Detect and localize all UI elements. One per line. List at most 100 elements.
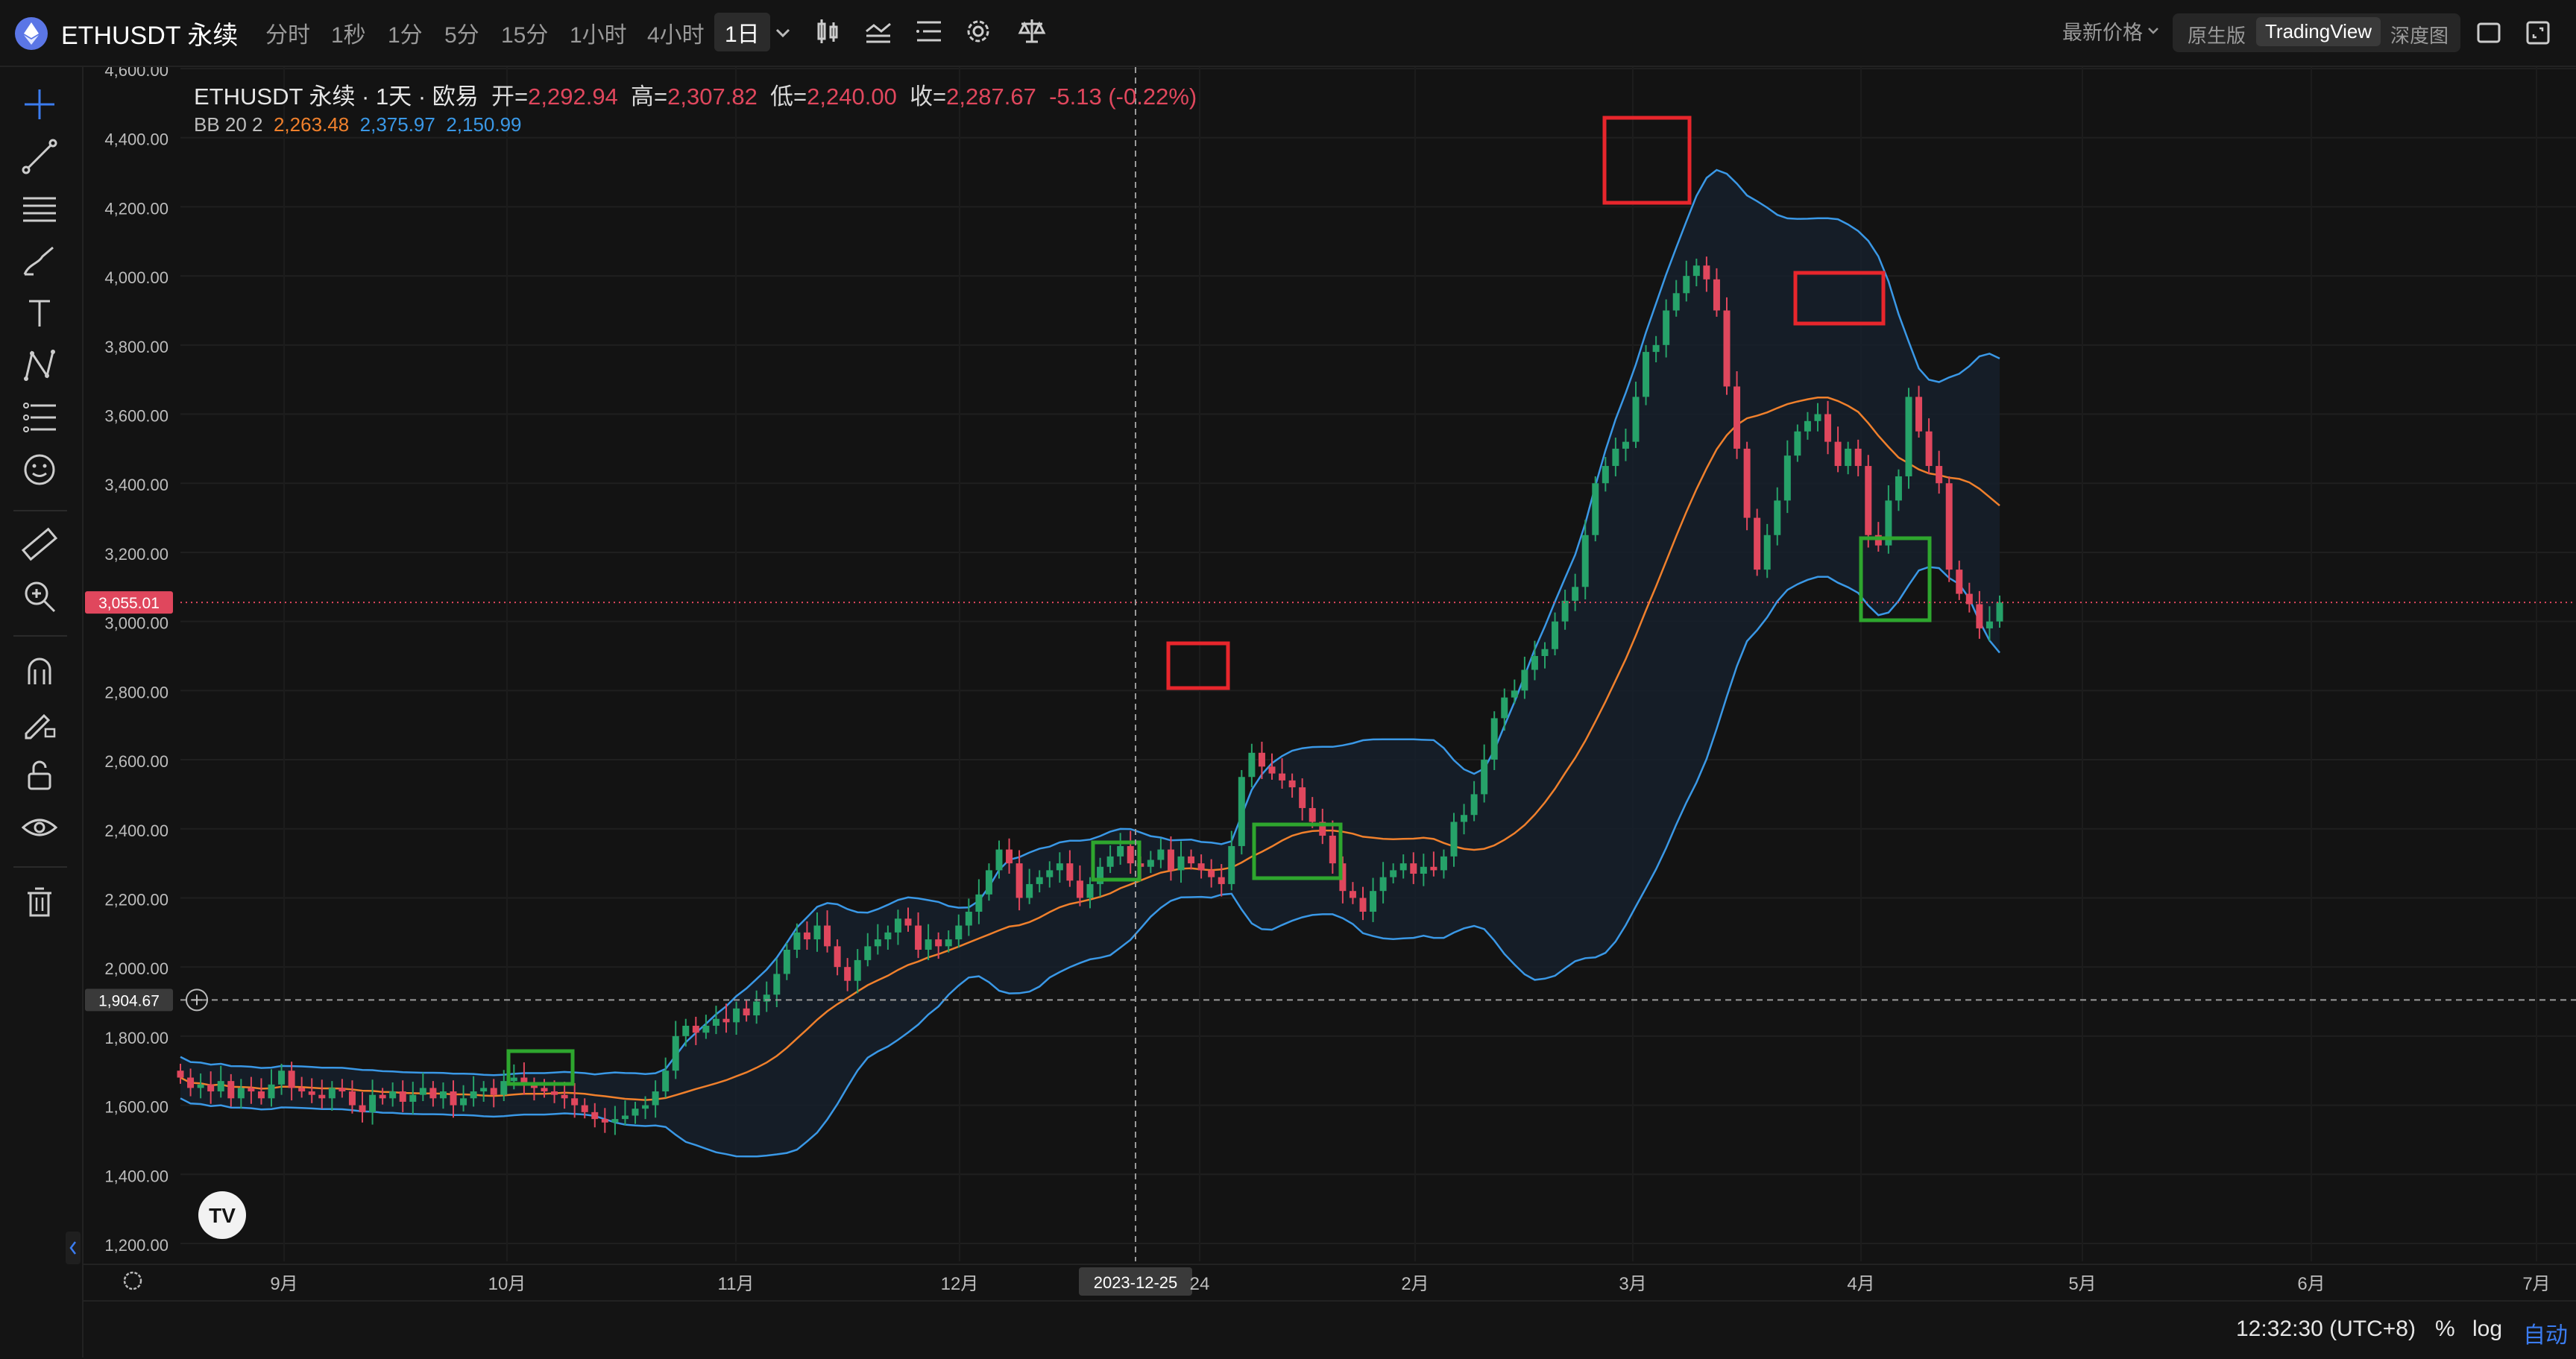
view-depth[interactable]: 深度图 [2390, 25, 2449, 47]
menu-list-icon[interactable] [914, 16, 944, 46]
log-toggle[interactable]: log [2472, 1317, 2503, 1341]
text-icon[interactable] [20, 294, 59, 332]
timeframe-tick[interactable]: 分时 [265, 23, 310, 48]
time-tick-label: 24 [1190, 1274, 1210, 1294]
view-native[interactable]: 原生版 [2188, 25, 2246, 47]
candle-body [1015, 863, 1023, 898]
candle-body [844, 967, 851, 981]
price-tick-label: 4,200.00 [104, 199, 169, 218]
candle-body [510, 1077, 517, 1082]
candle-body [1066, 863, 1074, 881]
chevron-down-icon[interactable] [2146, 24, 2161, 39]
crosshair-icon[interactable] [20, 85, 59, 124]
bb-legend[interactable]: BB 20 2 2,263.48 2,375.97 2,150.99 [194, 113, 522, 136]
window-icon[interactable] [2475, 19, 2502, 46]
trash-icon[interactable] [20, 883, 59, 921]
candle-body [783, 950, 790, 974]
candle-body [1208, 870, 1215, 877]
candle-body [1804, 420, 1811, 432]
candle-body [1895, 476, 1902, 501]
price-tick-label: 2,200.00 [104, 890, 169, 909]
candle-body [753, 1001, 760, 1016]
candle-body [824, 925, 831, 947]
candle-body [1248, 752, 1256, 778]
candle-body [460, 1098, 467, 1106]
candle-body [1288, 780, 1296, 788]
candle-body [288, 1071, 295, 1088]
ohlc-legend: ETHUSDT 永续 · 1天 · 欧易 开=2,292.94 高=2,307.… [194, 78, 1197, 111]
pencil-lock-icon[interactable] [20, 704, 59, 742]
eye-icon[interactable] [20, 808, 59, 847]
indicators-icon[interactable] [863, 16, 893, 46]
clock[interactable]: 12:32:30 (UTC+8) [2236, 1317, 2416, 1341]
candle-body [692, 1025, 699, 1033]
candle-body [1976, 604, 1983, 628]
collapse-toolbar-icon[interactable] [66, 1232, 81, 1264]
highlight-box [1793, 271, 1886, 326]
candle-body [642, 1105, 649, 1109]
candle-body [702, 1025, 710, 1033]
timeframe-5m[interactable]: 5分 [444, 23, 479, 48]
candle-body [561, 1094, 568, 1099]
timeframe-4h[interactable]: 4小时 [647, 23, 705, 48]
candle-type-icon[interactable] [813, 16, 843, 46]
close-label: 收= [910, 83, 947, 110]
candle-body [1905, 397, 1912, 476]
magnet-icon[interactable] [20, 652, 59, 690]
legend-title: ETHUSDT 永续 · 1天 · 欧易 [194, 83, 479, 110]
candle-body [1299, 787, 1306, 808]
candle-body [1370, 891, 1377, 912]
trend-line-icon[interactable] [20, 137, 59, 176]
fib-levels-icon[interactable] [20, 398, 59, 437]
horizontal-lines-icon[interactable] [20, 189, 59, 228]
brush-icon[interactable] [20, 242, 59, 280]
bb-lower-line [180, 566, 2000, 1158]
candle-body [1763, 535, 1771, 570]
timeframe-1h[interactable]: 1小时 [570, 23, 627, 48]
ruler-icon[interactable] [20, 525, 59, 564]
pattern-icon[interactable] [20, 346, 59, 385]
candle-body [450, 1091, 457, 1106]
candle-body [672, 1035, 679, 1071]
bb-fill [180, 170, 2000, 1157]
candle-body [1885, 500, 1892, 546]
percent-toggle[interactable]: % [2435, 1317, 2455, 1341]
auto-toggle[interactable]: 自动 [2523, 1323, 2568, 1348]
candle-body [1643, 352, 1650, 397]
timeframe-1m[interactable]: 1分 [388, 23, 423, 48]
candle-body [874, 939, 881, 947]
candle-body [1965, 593, 1973, 605]
price-tick-label: 2,600.00 [104, 752, 169, 771]
fullscreen-icon[interactable] [2525, 19, 2551, 46]
unlock-icon[interactable] [20, 756, 59, 795]
settings-gear-icon[interactable] [963, 16, 993, 46]
candle-body [1874, 535, 1882, 546]
candle-body [1572, 587, 1579, 601]
candle-body [1339, 863, 1347, 892]
candle-body [1652, 344, 1660, 353]
candle-body [1511, 690, 1518, 698]
candle-body [328, 1088, 336, 1099]
view-tradingview[interactable]: TradingView [2256, 17, 2381, 46]
price-tick-label: 2,800.00 [104, 683, 169, 701]
price-type-select[interactable]: 最新价格 [2062, 22, 2143, 44]
zoom-in-icon[interactable] [20, 577, 59, 616]
chevron-down-icon[interactable] [768, 19, 798, 46]
bottom-bar [84, 1300, 2576, 1359]
candle-body [1157, 849, 1165, 860]
candle-body [662, 1071, 670, 1092]
price-chart[interactable]: 3,055.01 1,904.67 2023-12-25 4,600.00 4,400… [84, 67, 2576, 1299]
candle-body [1945, 483, 1953, 570]
candle-body [1541, 649, 1549, 656]
timeframe-15m[interactable]: 15分 [501, 23, 549, 48]
timeframe-1s[interactable]: 1秒 [331, 23, 366, 48]
candle-body [975, 894, 983, 912]
candle-body [1733, 386, 1741, 449]
timeframe-1d[interactable]: 1日 [714, 13, 770, 51]
candle-body [1925, 431, 1933, 467]
emoji-icon[interactable] [20, 450, 59, 489]
candle-body [1228, 845, 1235, 884]
symbol-title[interactable]: ETHUSDT 永续 [61, 22, 239, 50]
candle-body [1086, 883, 1094, 898]
scale-balance-icon[interactable] [1017, 16, 1047, 46]
